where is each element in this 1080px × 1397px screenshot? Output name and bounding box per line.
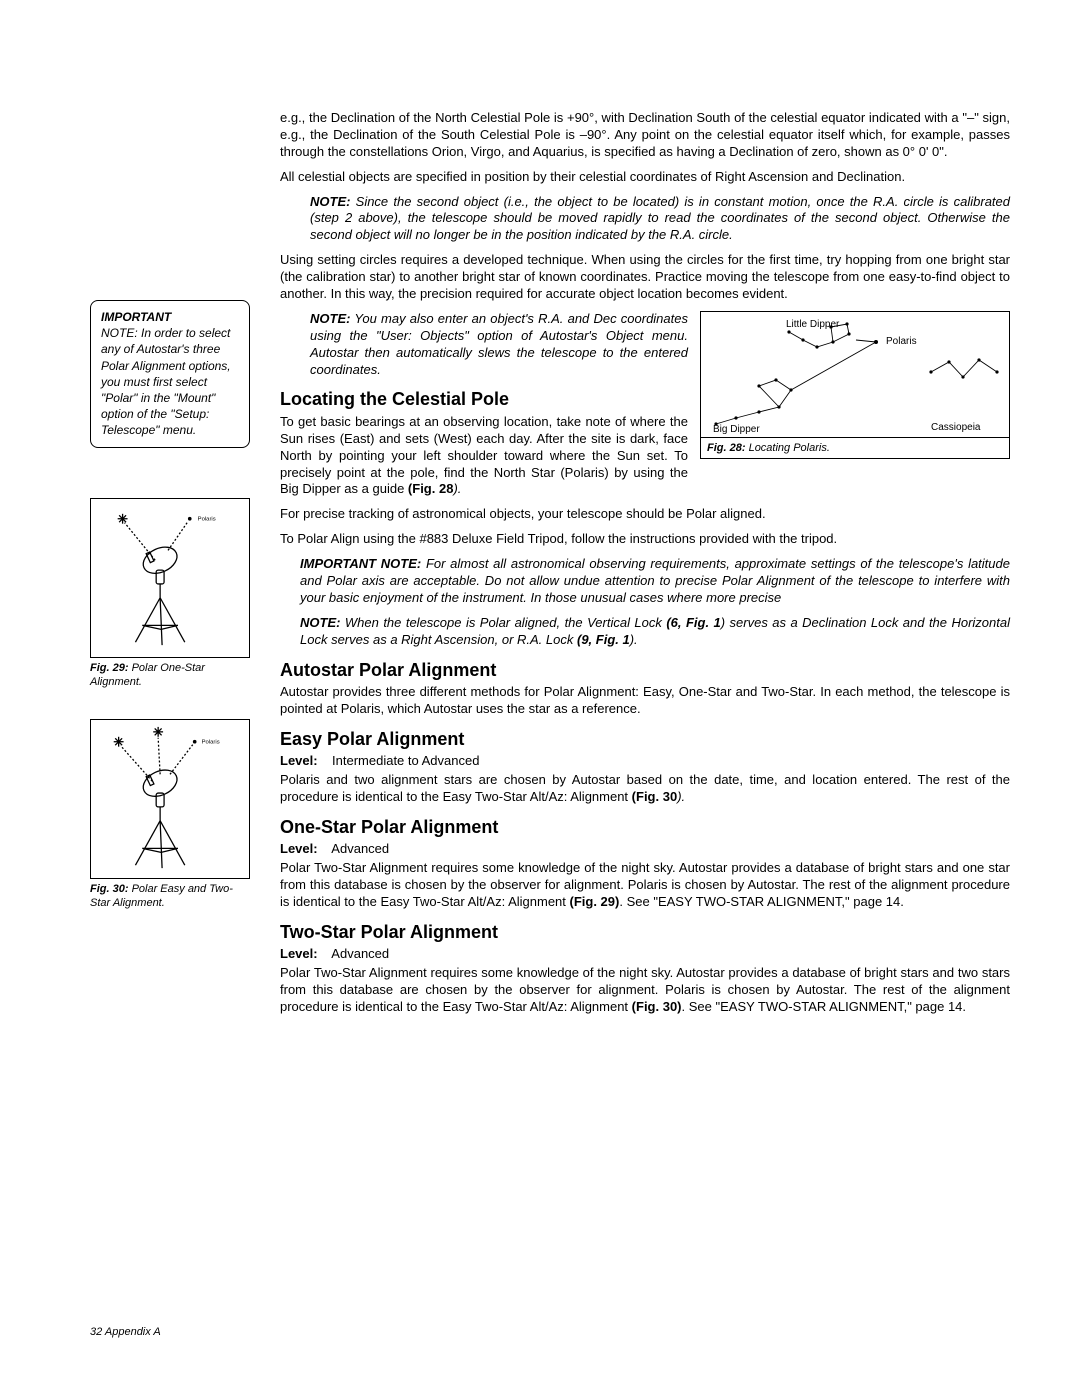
two-star-paragraph: Polar Two-Star Alignment requires some k… — [280, 965, 1010, 1016]
intro-paragraph-2: All celestial objects are specified in p… — [280, 169, 1010, 186]
heading-easy-polar-alignment: Easy Polar Alignment — [280, 728, 1010, 751]
svg-text:Cassiopeia: Cassiopeia — [931, 422, 981, 433]
sidebar-column: IMPORTANT NOTE: In order to select any o… — [90, 300, 250, 941]
important-heading: IMPORTANT — [101, 310, 171, 324]
setting-circles-paragraph: Using setting circles requires a develop… — [280, 252, 1010, 303]
intro-paragraph-1: e.g., the Declination of the North Celes… — [280, 110, 1010, 161]
note-polar-aligned-locks: NOTE: When the telescope is Polar aligne… — [300, 615, 1010, 649]
note-user-objects: NOTE: You may also enter an object's R.A… — [310, 311, 690, 379]
heading-one-star-polar-alignment: One-Star Polar Alignment — [280, 816, 1010, 839]
heading-two-star-polar-alignment: Two-Star Polar Alignment — [280, 921, 1010, 944]
figure-30-caption: Fig. 30: Polar Easy and Two-Star Alignme… — [90, 882, 250, 911]
locating-polaris-diagram: Little Dipper Polaris Big Dipper Cassiopeia — [701, 312, 1009, 437]
one-star-paragraph: Polar Two-Star Alignment requires some k… — [280, 860, 1010, 911]
figure-29-box: Polaris — [90, 498, 250, 658]
main-column: e.g., the Declination of the North Celes… — [280, 110, 1010, 1016]
easy-polar-paragraph: Polaris and two alignment stars are chos… — [280, 772, 1010, 806]
svg-text:Polaris: Polaris — [202, 740, 220, 746]
important-body: NOTE: In order to select any of Autostar… — [101, 326, 231, 437]
svg-text:Little Dipper: Little Dipper — [786, 319, 840, 330]
telescope-one-star-icon: Polaris — [91, 499, 249, 657]
precise-tracking-paragraph: For precise tracking of astronomical obj… — [280, 506, 1010, 523]
autostar-methods-paragraph: Autostar provides three different method… — [280, 684, 1010, 718]
telescope-two-star-icon: Polaris — [91, 720, 249, 878]
svg-text:Big Dipper: Big Dipper — [713, 424, 760, 435]
heading-autostar-polar-alignment: Autostar Polar Alignment — [280, 659, 1010, 682]
page-footer: 32 Appendix A — [90, 1325, 161, 1339]
svg-text:Polaris: Polaris — [886, 336, 917, 347]
important-note-box: IMPORTANT NOTE: In order to select any o… — [90, 300, 250, 448]
figure-28-caption: Fig. 28: Locating Polaris. — [701, 437, 1009, 458]
deluxe-tripod-paragraph: To Polar Align using the #883 Deluxe Fie… — [280, 531, 1010, 548]
two-star-level-line: Level: Advanced — [280, 946, 1010, 963]
important-note-approximate: IMPORTANT NOTE: For almost all astronomi… — [300, 556, 1010, 607]
one-star-level-line: Level: Advanced — [280, 841, 1010, 858]
figure-28-box: Little Dipper Polaris Big Dipper Cassiopeia… — [700, 311, 1010, 459]
figure-30-box: Polaris — [90, 719, 250, 879]
svg-text:Polaris: Polaris — [198, 516, 216, 522]
note-constant-motion: NOTE: Since the second object (i.e., the… — [310, 194, 1010, 245]
figure-29-caption: Fig. 29: Polar One-Star Alignment. — [90, 661, 250, 690]
easy-level-line: Level: Intermediate to Advanced — [280, 753, 1010, 770]
